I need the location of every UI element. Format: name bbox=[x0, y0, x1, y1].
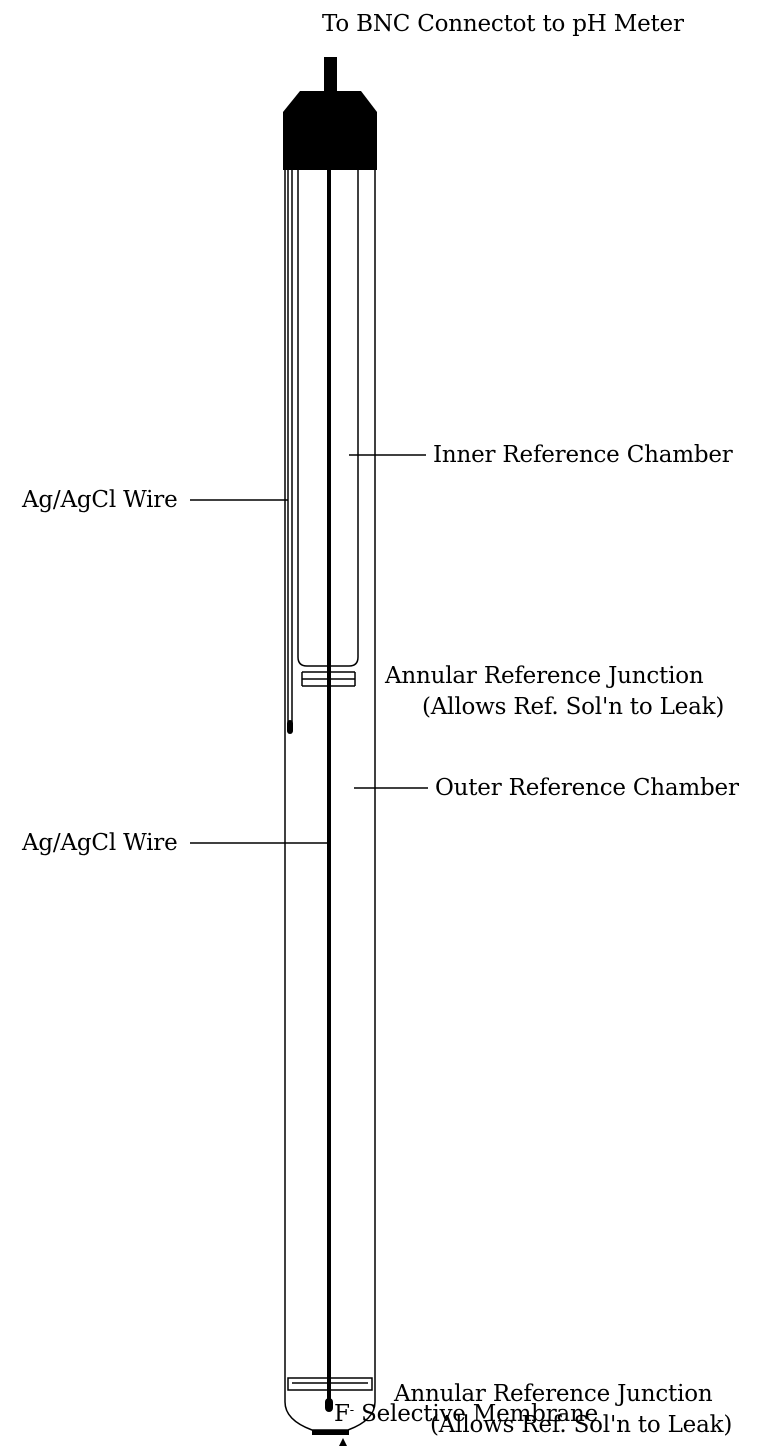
upper-junction-label-line1: Annular Reference Junction bbox=[385, 663, 704, 689]
wire-upper-label: Ag/AgCl Wire bbox=[22, 487, 178, 513]
lower-annular-junction bbox=[287, 1377, 373, 1391]
membrane-label: F- Selective Membrane bbox=[334, 1400, 598, 1428]
membrane-label-superscript: - bbox=[349, 1403, 354, 1418]
central-agagcl-wire bbox=[327, 170, 331, 1402]
outer-chamber-label: Outer Reference Chamber bbox=[435, 775, 739, 801]
outer-agagcl-wire bbox=[287, 170, 293, 722]
top-connector-label: To BNC Connectot to pH Meter bbox=[322, 11, 684, 37]
membrane-arrow-head bbox=[339, 1438, 347, 1446]
upper-junction-label-line2: (Allows Ref. Sol'n to Leak) bbox=[422, 694, 725, 720]
inner-chamber-label: Inner Reference Chamber bbox=[433, 442, 733, 468]
bnc-cable bbox=[324, 57, 337, 91]
outer-wire-tip bbox=[287, 720, 293, 734]
outer-body bbox=[284, 170, 376, 1390]
lower-junction-label-line1: Annular Reference Junction bbox=[394, 1381, 713, 1407]
membrane-label-prefix: F bbox=[334, 1401, 350, 1427]
selective-membrane bbox=[312, 1430, 349, 1435]
lower-junction-label-line2: (Allows Ref. Sol'n to Leak) bbox=[430, 1412, 733, 1438]
central-wire-tip bbox=[325, 1398, 333, 1412]
wire-lower-label: Ag/AgCl Wire bbox=[22, 830, 178, 856]
membrane-label-rest: Selective Membrane bbox=[353, 1401, 599, 1427]
electrode-cap bbox=[283, 91, 377, 170]
